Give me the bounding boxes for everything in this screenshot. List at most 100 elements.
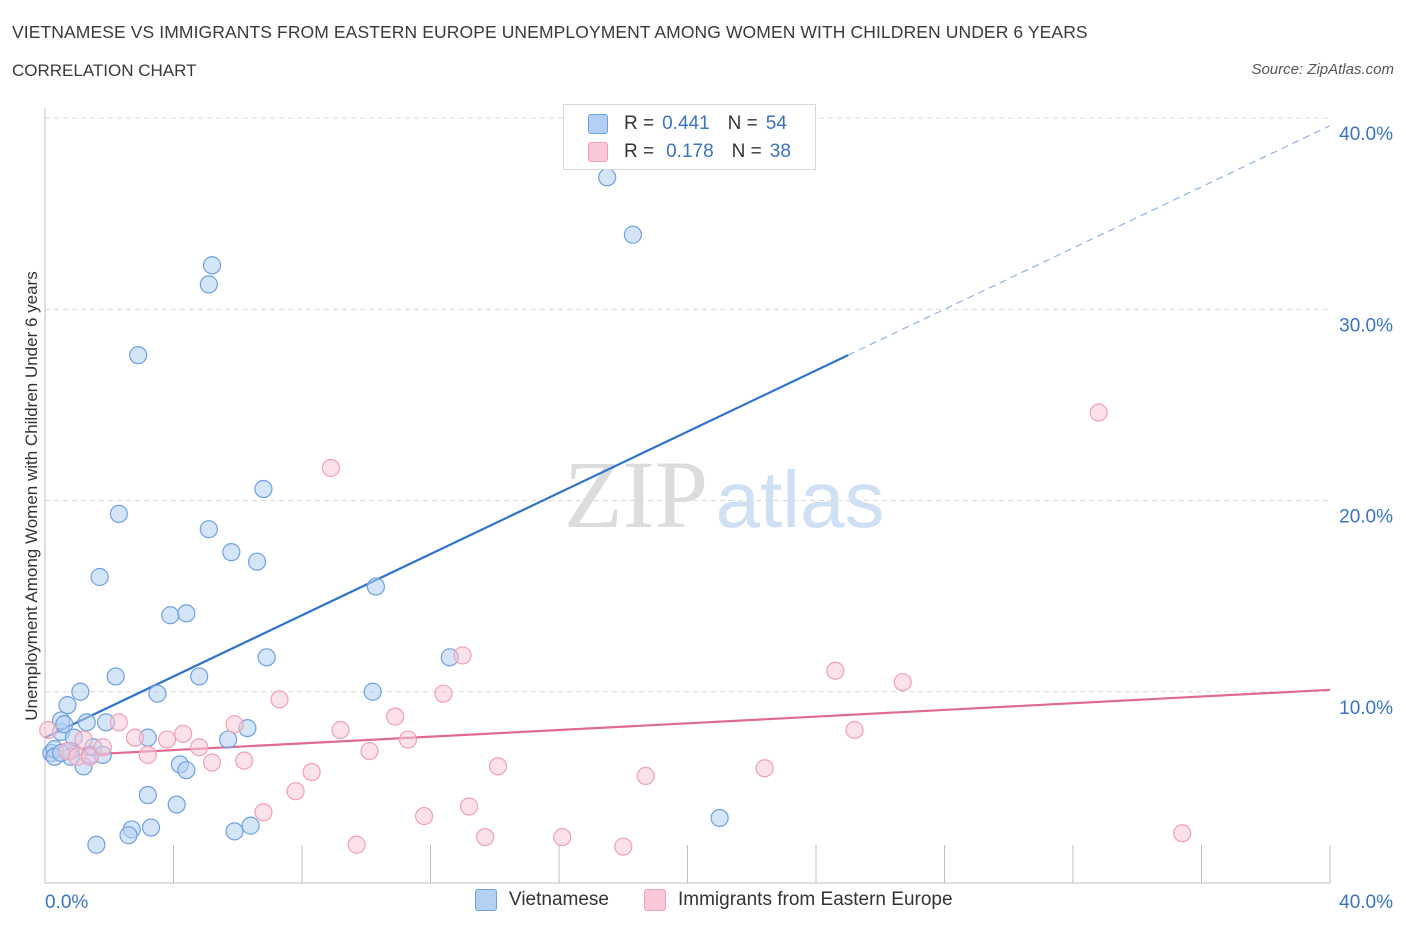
data-point-eastern-europe	[488, 757, 508, 776]
data-point-vietnamese	[148, 684, 167, 703]
data-point-vietnamese	[58, 696, 77, 715]
data-point-vietnamese	[87, 835, 106, 854]
data-point-eastern-europe	[286, 782, 305, 801]
data-point-vietnamese	[366, 577, 385, 596]
data-point-eastern-europe	[476, 827, 495, 847]
tick-labels: 10.0% 20.0% 30.0% 40.0% 0.0% 40.0%	[45, 124, 1393, 913]
data-point-vietnamese	[257, 648, 276, 667]
data-point-eastern-europe	[414, 806, 434, 826]
data-point-vietnamese	[71, 682, 90, 701]
data-point-eastern-europe	[893, 673, 912, 692]
data-point-eastern-europe	[74, 730, 93, 749]
data-point-eastern-europe	[302, 762, 321, 782]
watermark-zip: ZIP	[564, 441, 708, 548]
data-point-vietnamese	[77, 713, 96, 732]
legend-swatch-vietnamese	[475, 889, 497, 911]
data-point-eastern-europe	[321, 458, 341, 478]
data-point-vietnamese	[199, 520, 218, 539]
legend-swatch-vietnamese	[588, 114, 608, 134]
watermark-atlas: atlas	[716, 455, 885, 544]
data-point-vietnamese	[129, 346, 148, 365]
data-point-eastern-europe	[636, 766, 655, 786]
data-point-eastern-europe	[434, 684, 453, 703]
data-point-vietnamese	[225, 822, 244, 841]
data-point-eastern-europe	[459, 797, 479, 816]
axes	[44, 108, 1331, 884]
data-point-eastern-europe	[125, 728, 145, 747]
data-point-vietnamese	[177, 604, 196, 623]
legend-r-label: R =	[624, 141, 655, 162]
data-point-eastern-europe	[80, 747, 100, 766]
data-point-vietnamese	[598, 168, 617, 187]
data-point-vietnamese	[90, 567, 109, 587]
data-point-eastern-europe	[755, 759, 774, 778]
data-point-vietnamese	[219, 730, 238, 749]
data-point-vietnamese	[363, 682, 382, 701]
data-point-eastern-europe	[270, 690, 289, 709]
source-label: Source: ZipAtlas.com	[1251, 61, 1394, 78]
data-point-eastern-europe	[347, 835, 366, 854]
data-point-eastern-europe	[174, 724, 193, 743]
bottom-legend-vietnamese: Vietnamese	[475, 889, 609, 911]
data-point-eastern-europe	[360, 741, 379, 761]
data-point-vietnamese	[247, 552, 267, 571]
x-tick-label: 40.0%	[1339, 892, 1393, 913]
y-tick-label: 10.0%	[1339, 698, 1393, 719]
legend-swatch-eastern-europe	[644, 889, 666, 911]
data-point-vietnamese	[167, 795, 186, 814]
data-point-eastern-europe	[553, 827, 572, 847]
data-point-eastern-europe	[93, 738, 112, 757]
data-point-vietnamese	[190, 667, 209, 686]
data-point-eastern-europe	[453, 646, 472, 665]
data-point-eastern-europe	[138, 745, 157, 764]
y-tick-label: 20.0%	[1339, 507, 1393, 528]
legend-n-label: N =	[731, 141, 762, 162]
data-point-vietnamese	[119, 826, 138, 845]
data-point-vietnamese	[222, 543, 241, 562]
data-point-eastern-europe	[1173, 824, 1192, 843]
trend-line-0	[44, 354, 849, 739]
data-point-vietnamese	[138, 785, 157, 805]
trend-line-1	[44, 688, 1331, 758]
data-point-eastern-europe	[331, 720, 350, 740]
y-tick-label: 30.0%	[1339, 315, 1393, 336]
data-point-eastern-europe	[225, 715, 244, 734]
data-point-vietnamese	[161, 606, 180, 625]
data-point-vietnamese	[202, 256, 222, 275]
x-tick-label: 0.0%	[45, 892, 88, 913]
legend-r-value: 0.441	[662, 113, 710, 134]
data-point-vietnamese	[199, 275, 218, 294]
legend-r-label: R =	[624, 113, 655, 134]
data-point-eastern-europe	[157, 730, 177, 749]
data-point-eastern-europe	[386, 707, 405, 726]
data-point-vietnamese	[177, 761, 196, 780]
data-point-vietnamese	[710, 808, 729, 828]
chart-title: VIETNAMESE VS IMMIGRANTS FROM EASTERN EU…	[12, 22, 1088, 42]
y-tick-label: 40.0%	[1339, 124, 1393, 145]
legend-row-eastern-europe: R = 0.178 N = 38	[588, 140, 791, 164]
data-point-eastern-europe	[826, 661, 845, 680]
data-points	[39, 168, 1192, 856]
data-point-vietnamese	[109, 504, 128, 523]
legend-r-value: 0.178	[666, 141, 714, 162]
legend-n-value: 38	[769, 141, 791, 162]
data-point-eastern-europe	[109, 713, 128, 732]
data-point-eastern-europe	[398, 730, 418, 749]
data-point-vietnamese	[254, 479, 273, 499]
legend-row-vietnamese: R = 0.441 N = 54	[588, 112, 787, 136]
data-point-vietnamese	[141, 818, 161, 837]
data-point-eastern-europe	[845, 720, 864, 740]
stats-legend: R = 0.441 N = 54 R = 0.178 N = 38	[563, 104, 816, 170]
chart-subtitle: CORRELATION CHART	[12, 61, 197, 80]
trend-line-extension-0	[847, 125, 1331, 356]
data-point-eastern-europe	[39, 720, 58, 740]
data-point-vietnamese	[55, 715, 74, 734]
gridlines	[45, 117, 1330, 693]
legend-swatch-eastern-europe	[588, 142, 608, 162]
legend-label-vietnamese: Vietnamese	[509, 889, 609, 910]
data-point-eastern-europe	[202, 753, 222, 772]
legend-n-label: N =	[727, 113, 758, 134]
bottom-legend-eastern-europe: Immigrants from Eastern Europe	[644, 889, 953, 911]
y-axis-label: Unemployment Among Women with Children U…	[22, 271, 41, 721]
